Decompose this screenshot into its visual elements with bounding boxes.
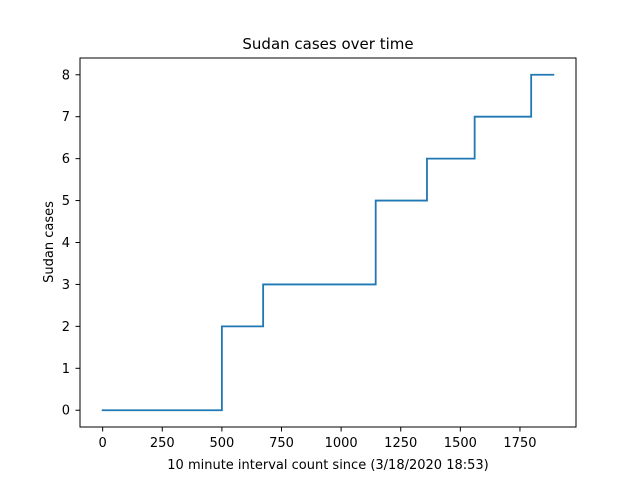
x-tick-label: 1500 (444, 436, 477, 451)
y-tick-label: 1 (62, 362, 70, 377)
y-tick-label: 3 (62, 278, 70, 293)
chart-title: Sudan cases over time (242, 35, 413, 53)
x-tick-label: 1000 (325, 436, 358, 451)
y-tick-label: 0 (62, 404, 70, 419)
x-tick-label: 1750 (503, 436, 536, 451)
y-tick-label: 7 (62, 110, 70, 125)
series-line-0 (101, 73, 555, 412)
y-axis: 0 1 2 3 4 5 6 7 8 (62, 68, 80, 419)
x-axis-label: 10 minute interval count since (3/18/202… (167, 458, 488, 473)
y-tick-label: 6 (62, 152, 70, 167)
y-tick-label: 4 (62, 236, 70, 251)
y-tick-label: 2 (62, 320, 70, 335)
y-tick-label: 5 (62, 194, 70, 209)
x-tick-label: 750 (269, 436, 294, 451)
x-tick-label: 500 (209, 436, 234, 451)
x-axis: 0 250 500 750 1000 1250 1500 1750 (99, 427, 537, 451)
y-tick-label: 8 (62, 68, 70, 83)
x-tick-label: 0 (99, 436, 107, 451)
x-tick-label: 250 (150, 436, 175, 451)
y-axis-label: Sudan cases (42, 201, 57, 283)
x-tick-label: 1250 (384, 436, 417, 451)
